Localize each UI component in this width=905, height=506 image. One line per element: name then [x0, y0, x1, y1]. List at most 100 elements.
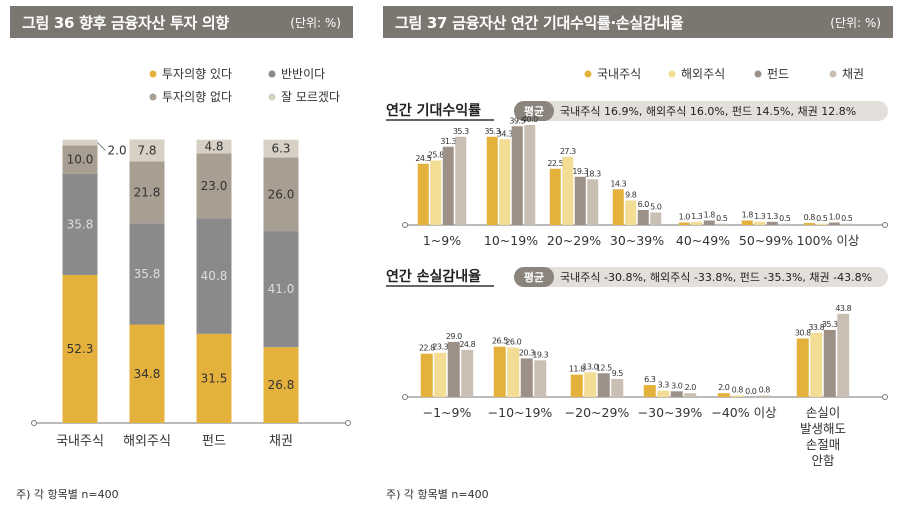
legend-label-3: 투자의향 없다 [162, 90, 232, 104]
category-label-loss-1: −1~9% [423, 405, 472, 420]
figure36-unit: (단위: %) [290, 15, 341, 30]
bar-value-1-4: 2.0 [108, 144, 127, 158]
stacked-bar-4-4 [263, 139, 299, 158]
category-label-exp-1: 1~9% [423, 233, 461, 248]
stacked-bar-3-1 [196, 333, 232, 423]
figure36-footnote: 주) 각 항목별 n=400 [16, 488, 119, 501]
bar-value-exp-2-1: 35.3 [484, 127, 500, 136]
bar-value-2-2: 35.8 [134, 267, 161, 281]
bar-exp-6-3 [766, 221, 778, 225]
bar-exp-1-2 [430, 160, 442, 225]
bar-value-exp-2-3: 39.5 [509, 116, 525, 125]
bar-exp-2-1 [486, 136, 498, 225]
bar-value-loss-1-4: 24.8 [459, 340, 475, 349]
stacked-bar-1-3 [62, 145, 98, 174]
bar-value-4-3: 26.0 [268, 187, 295, 201]
bar-exp-4-3 [637, 210, 649, 225]
stacked-bar-4-3 [263, 157, 299, 232]
bar-loss-3-2 [584, 372, 597, 397]
legend-label-4: 잘 모르겠다 [281, 90, 340, 104]
figure36-title: 그림 36 향후 금융자산 투자 의향 [22, 13, 229, 32]
stacked-bar-2-2 [129, 223, 165, 325]
stacked-bar-4-2 [263, 231, 299, 348]
bar-exp-7-2 [816, 223, 828, 225]
bar-value-3-2: 40.8 [201, 269, 228, 283]
bar-value-loss-4-1: 6.3 [644, 375, 656, 384]
avg-pill-label-bg-1 [514, 101, 554, 121]
bar-value-loss-3-1: 11.8 [569, 365, 585, 374]
stacked-bar-1-4 [62, 139, 98, 146]
avg-pill-text-1: 국내주식 16.9%, 해외주식 16.0%, 펀드 14.5%, 채권 12.… [560, 104, 856, 118]
bar-loss-3-1 [570, 374, 583, 397]
bar-value-loss-5-3: 0.0 [745, 387, 757, 396]
bar-loss-6-2 [810, 332, 823, 397]
bar-exp-3-1 [549, 168, 561, 225]
bar-exp-2-2 [499, 139, 511, 225]
bar-value-loss-3-3: 12.5 [596, 363, 612, 372]
bar-exp-6-2 [754, 221, 766, 225]
bar-value-3-3: 23.0 [201, 179, 228, 193]
stacked-bar-1-1 [62, 274, 98, 423]
stacked-bar-4-1 [263, 347, 299, 423]
axis-end-right-exp [882, 222, 888, 228]
legend-label-1: 투자의향 있다 [162, 67, 232, 81]
bar-exp-5-3 [703, 220, 715, 225]
bar-exp-5-1 [678, 222, 690, 225]
bar-value-4-2: 41.0 [268, 282, 295, 296]
bar-value-loss-4-3: 3.0 [671, 381, 683, 390]
axis-end-left-loss [402, 394, 408, 400]
category-label-exp-2: 10~19% [484, 233, 538, 248]
avg-pill-1 [514, 101, 888, 121]
bar-value-loss-6-4: 43.8 [835, 304, 851, 313]
bar-value-2-1: 34.8 [134, 367, 161, 381]
category-label-loss-6-2: 발생해도 [800, 421, 846, 436]
stacked-bar-3-2 [196, 218, 232, 334]
bar-value-4-1: 26.8 [268, 378, 295, 392]
bar-value-loss-4-4: 2.0 [685, 383, 697, 392]
avg-pill-label-bg-2 [514, 267, 554, 287]
bar-value-exp-7-2: 0.5 [816, 214, 828, 223]
bar-value-loss-1-1: 22.8 [419, 344, 435, 353]
bar-loss-1-2 [434, 352, 447, 397]
category-label-4: 채권 [269, 434, 293, 449]
bar-exp-4-1 [612, 189, 624, 225]
bar-value-4-4: 6.3 [271, 142, 290, 156]
bar-value-exp-6-2: 1.3 [754, 212, 766, 221]
value-leader-1-4 [97, 142, 106, 151]
bar-exp-2-3 [511, 126, 523, 225]
bar-loss-4-2 [657, 390, 670, 397]
bar-loss-4-1 [643, 385, 656, 397]
bar-value-loss-2-2: 26.0 [505, 338, 521, 347]
stacked-bar-2-3 [129, 161, 165, 224]
figure37-title: 그림 37 금융자산 연간 기대수익률·손실감내율 [395, 13, 684, 32]
bar-exp-3-2 [562, 156, 574, 225]
category-label-loss-4: −30~39% [638, 405, 703, 420]
fig37-legend-marker-3 [754, 70, 762, 78]
bar-value-exp-5-1: 1.0 [679, 213, 691, 222]
bar-value-exp-5-4: 0.5 [716, 214, 728, 223]
bar-value-loss-5-4: 0.8 [759, 385, 771, 394]
bar-exp-4-4 [650, 212, 662, 225]
bar-value-exp-1-4: 35.3 [453, 127, 469, 136]
category-label-3: 펀드 [202, 434, 226, 449]
bar-value-exp-7-1: 0.8 [804, 213, 816, 222]
bar-value-3-1: 31.5 [201, 371, 228, 385]
stacked-bar-2-1 [129, 324, 165, 423]
bar-value-exp-5-3: 1.8 [704, 211, 716, 220]
bar-exp-3-3 [574, 176, 586, 225]
category-label-loss-5: −40% 이상 [711, 405, 777, 420]
stacked-bar-3-4 [196, 139, 232, 154]
bar-loss-3-3 [597, 373, 610, 397]
legend-label-2: 반반이다 [281, 67, 325, 81]
figure37-footnote: 주) 각 항목별 n=400 [386, 488, 489, 501]
bar-value-exp-6-3: 1.3 [767, 212, 779, 221]
bar-value-exp-7-3: 1.0 [829, 213, 841, 222]
avg-pill-label-1: 평균 [524, 104, 544, 118]
bar-loss-6-3 [823, 329, 836, 397]
fig37-legend-label-2: 해외주식 [681, 67, 725, 81]
bar-loss-5-4 [758, 395, 771, 397]
bar-exp-4-2 [625, 200, 637, 225]
bar-value-loss-1-2: 23.3 [432, 343, 448, 352]
x-axis-end-right [345, 420, 351, 426]
